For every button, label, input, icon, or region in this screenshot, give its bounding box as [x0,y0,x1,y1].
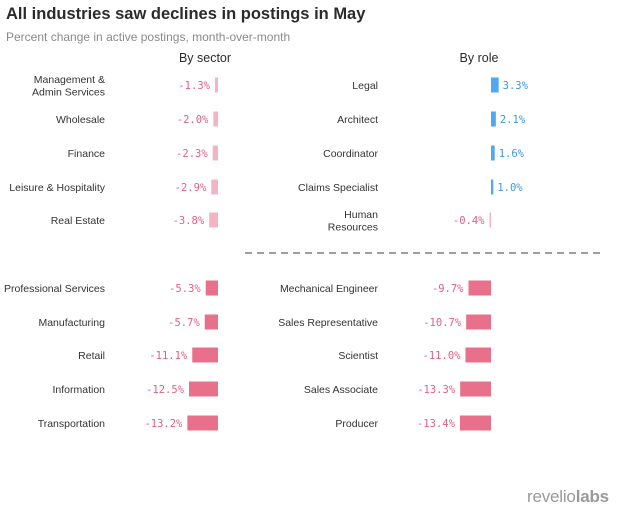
logo-text-bold: labs [575,487,609,506]
role-category-label: Claims Specialist [298,182,378,194]
sector-category-label: Management & Admin Services [32,74,105,99]
role-category-label: Coordinator [323,148,378,160]
panel-title-role: By role [460,51,499,65]
role-value-label: -9.7% [432,283,464,295]
role-category-label: Sales Associate [304,384,378,396]
sector-value-label: -1.3% [178,80,210,92]
role-value-label: -0.4% [453,215,485,227]
role-value-label: -11.0% [423,350,462,362]
revelio-labs-logo: reveliolabs [527,487,609,507]
logo-text-regular: revelio [527,487,576,506]
sector-bar [192,347,218,363]
sector-bar [205,280,218,296]
role-category-label: Legal [352,80,378,92]
role-bar [491,111,496,127]
role-bar [468,280,491,296]
role-bar [466,314,491,330]
chart-subtitle: Percent change in active postings, month… [6,30,291,44]
role-bar [489,212,491,228]
sector-bar [204,314,218,330]
role-value-label: -10.7% [423,317,462,329]
sector-bar [212,145,218,161]
sector-value-label: -13.2% [144,418,183,430]
sector-category-label: Information [52,384,105,396]
sector-category-label: Wholesale [56,114,105,126]
sector-value-label: -2.9% [175,182,207,194]
role-bar [491,77,499,93]
sector-category-label: Leisure & Hospitality [9,182,105,194]
role-category-label: Sales Representative [278,317,378,329]
role-bar [460,381,491,397]
sector-value-label: -2.3% [176,148,208,160]
role-value-label: 2.1% [500,114,526,126]
sector-bar [213,111,218,127]
panel-title-sector: By sector [179,51,231,65]
sector-bar [189,381,218,397]
role-bar [491,179,494,195]
sector-category-label: Professional Services [4,283,105,295]
sector-category-label: Retail [78,350,105,362]
sector-category-label: Finance [68,148,106,160]
sector-category-label: Transportation [38,418,105,430]
role-bar [465,347,491,363]
role-category-label: Producer [335,418,378,430]
role-bar [491,145,495,161]
sector-category-label: Manufacturing [38,317,105,329]
sector-value-label: -12.5% [146,384,185,396]
role-value-label: 3.3% [503,80,529,92]
sector-bar [209,212,218,228]
sector-value-label: -5.3% [169,283,201,295]
role-category-label: Architect [337,114,378,126]
role-value-label: -13.4% [417,418,456,430]
sector-value-label: -5.7% [168,317,200,329]
role-value-label: -13.3% [417,384,456,396]
sector-value-label: -3.8% [173,215,205,227]
sector-value-label: -2.0% [177,114,209,126]
role-category-label: Scientist [338,350,378,362]
role-category-label: Human Resources [328,209,378,234]
role-category-label: Mechanical Engineer [280,283,379,295]
sector-bar [187,415,218,431]
sector-bar [214,77,218,93]
role-value-label: 1.0% [497,182,523,194]
sector-bar [211,179,218,195]
role-value-label: 1.6% [499,148,525,160]
sector-category-label: Real Estate [51,215,105,227]
chart-title: All industries saw declines in postings … [6,5,366,23]
sector-value-label: -11.1% [149,350,188,362]
role-bar [459,415,491,431]
